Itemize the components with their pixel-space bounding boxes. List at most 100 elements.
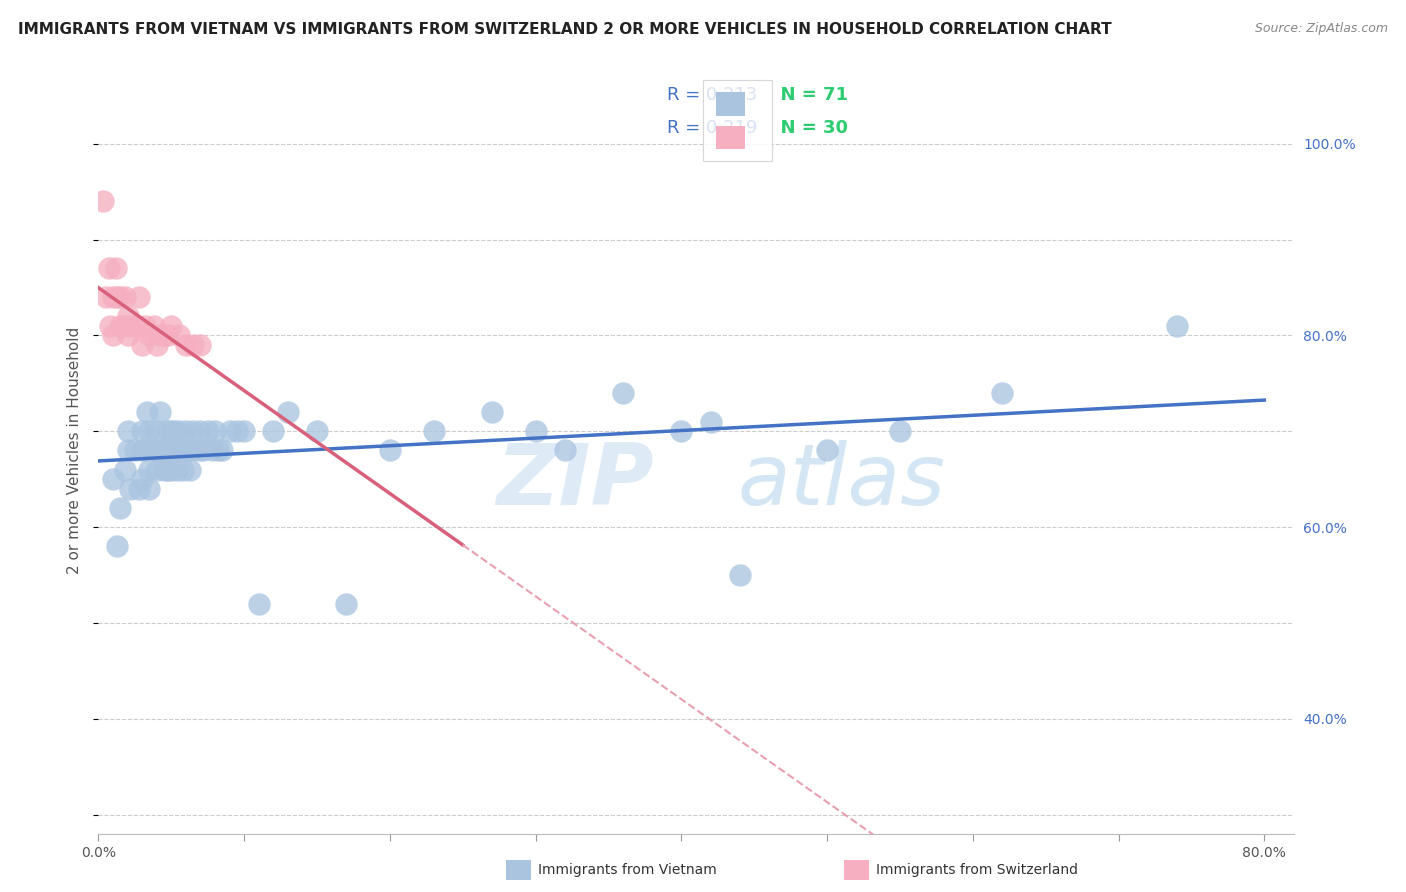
Point bbox=[174, 425, 197, 439]
Point bbox=[131, 443, 153, 458]
Text: Immigrants from Vietnam: Immigrants from Vietnam bbox=[538, 863, 717, 877]
Point bbox=[138, 425, 160, 439]
Point bbox=[120, 318, 142, 333]
Point bbox=[156, 425, 179, 439]
Point bbox=[128, 290, 150, 304]
Point bbox=[181, 338, 204, 352]
Point bbox=[225, 425, 247, 439]
Point bbox=[177, 443, 200, 458]
Point bbox=[112, 318, 135, 333]
Point bbox=[114, 462, 136, 476]
Point bbox=[181, 425, 204, 439]
Point bbox=[699, 415, 721, 429]
Point bbox=[153, 328, 176, 343]
Point bbox=[134, 318, 156, 333]
Point bbox=[172, 462, 194, 476]
Point bbox=[197, 425, 219, 439]
Point bbox=[169, 443, 191, 458]
Point bbox=[97, 261, 120, 276]
Point bbox=[105, 290, 128, 304]
Point bbox=[101, 290, 124, 304]
Point bbox=[114, 290, 136, 304]
Legend: , : , bbox=[703, 79, 772, 161]
Point bbox=[163, 425, 186, 439]
Point bbox=[124, 443, 146, 458]
Point bbox=[131, 425, 153, 439]
Point bbox=[142, 318, 165, 333]
Point bbox=[174, 443, 197, 458]
Point bbox=[145, 443, 167, 458]
Point bbox=[166, 462, 188, 476]
Point bbox=[124, 318, 146, 333]
Point bbox=[150, 443, 173, 458]
Point bbox=[262, 425, 284, 439]
Point bbox=[157, 462, 180, 476]
Point bbox=[110, 290, 132, 304]
Point bbox=[138, 482, 160, 496]
Point bbox=[149, 405, 172, 419]
Point bbox=[145, 462, 167, 476]
Point bbox=[134, 443, 156, 458]
Text: atlas: atlas bbox=[738, 440, 946, 523]
Point bbox=[233, 425, 256, 439]
Point bbox=[138, 462, 160, 476]
Text: N = 30: N = 30 bbox=[768, 120, 848, 137]
Point bbox=[207, 443, 229, 458]
Point bbox=[335, 597, 357, 611]
Point bbox=[167, 328, 190, 343]
Point bbox=[179, 462, 201, 476]
Point bbox=[181, 443, 204, 458]
Point bbox=[481, 405, 503, 419]
Point bbox=[815, 443, 838, 458]
Point bbox=[554, 443, 576, 458]
Text: ZIP: ZIP bbox=[496, 440, 654, 523]
Point bbox=[138, 328, 160, 343]
Point bbox=[201, 443, 224, 458]
Point bbox=[167, 425, 190, 439]
Point bbox=[142, 443, 165, 458]
Point bbox=[190, 443, 212, 458]
Point bbox=[728, 568, 751, 582]
Text: IMMIGRANTS FROM VIETNAM VS IMMIGRANTS FROM SWITZERLAND 2 OR MORE VEHICLES IN HOU: IMMIGRANTS FROM VIETNAM VS IMMIGRANTS FR… bbox=[18, 22, 1112, 37]
Text: Immigrants from Switzerland: Immigrants from Switzerland bbox=[876, 863, 1078, 877]
Point bbox=[1166, 318, 1188, 333]
Text: Source: ZipAtlas.com: Source: ZipAtlas.com bbox=[1254, 22, 1388, 36]
Point bbox=[247, 597, 270, 611]
Point bbox=[157, 328, 180, 343]
Point bbox=[193, 443, 215, 458]
Point bbox=[204, 425, 226, 439]
Point bbox=[889, 425, 911, 439]
Point bbox=[117, 328, 139, 343]
Point bbox=[153, 462, 176, 476]
Point bbox=[160, 443, 183, 458]
Point bbox=[104, 261, 127, 276]
Point bbox=[117, 425, 139, 439]
Point bbox=[117, 443, 139, 458]
Point bbox=[174, 338, 197, 352]
Point bbox=[110, 318, 132, 333]
Point bbox=[91, 194, 114, 209]
Point bbox=[120, 482, 142, 496]
Point bbox=[165, 443, 187, 458]
Point bbox=[211, 443, 233, 458]
Text: R = 0.213: R = 0.213 bbox=[668, 87, 758, 104]
Point bbox=[101, 472, 124, 486]
Point bbox=[160, 462, 183, 476]
Point bbox=[153, 443, 176, 458]
Point bbox=[277, 405, 299, 419]
Point bbox=[98, 318, 121, 333]
Point bbox=[190, 338, 212, 352]
Y-axis label: 2 or more Vehicles in Household: 2 or more Vehicles in Household bbox=[67, 326, 83, 574]
Point bbox=[145, 338, 167, 352]
Point bbox=[524, 425, 547, 439]
Point bbox=[101, 328, 124, 343]
Point bbox=[149, 328, 172, 343]
Point bbox=[94, 290, 117, 304]
Point bbox=[135, 405, 157, 419]
Point bbox=[131, 472, 153, 486]
Point bbox=[422, 425, 444, 439]
Point bbox=[110, 501, 132, 516]
Point bbox=[991, 386, 1014, 401]
Text: R = 0.219: R = 0.219 bbox=[668, 120, 758, 137]
Point bbox=[671, 425, 693, 439]
